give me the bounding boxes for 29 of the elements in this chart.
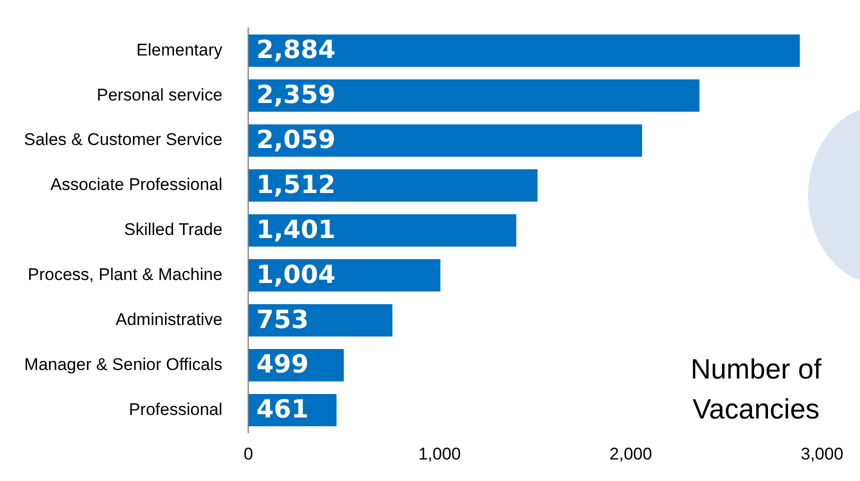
data-label: 1,512 <box>256 170 336 199</box>
y-tick-label: Professional <box>128 400 222 419</box>
bar <box>248 304 392 336</box>
y-tick-label: Sales & Customer Service <box>24 130 222 150</box>
bar <box>248 124 642 157</box>
x-tick-label: 3,000 <box>800 444 844 464</box>
data-label: 1,004 <box>256 260 336 289</box>
data-label: 1,401 <box>256 214 336 244</box>
y-tick-label: Personal service <box>96 85 222 104</box>
bar <box>248 34 800 67</box>
y-tick-label: Associate Professional <box>50 175 222 194</box>
y-tick-label: Manager & Senior Officals <box>24 354 222 374</box>
y-tick-label: Skilled Trade <box>124 220 222 240</box>
bar <box>248 214 516 247</box>
bar <box>248 169 538 202</box>
data-label: 2,359 <box>256 80 336 110</box>
data-label: 461 <box>256 394 309 424</box>
x-tick-label: 1,000 <box>418 444 461 464</box>
x-tick-label: 0 <box>244 444 254 464</box>
y-tick-label: Process, Plant & Machine <box>28 265 222 284</box>
bar <box>248 79 700 112</box>
data-label: 499 <box>256 350 309 379</box>
x-axis-title: Number of Vacancies <box>690 353 822 424</box>
data-label: 2,059 <box>256 125 336 154</box>
x-tick-label: 2,000 <box>610 444 652 464</box>
y-tick-label: Administrative <box>116 310 222 329</box>
y-tick-label: Elementary <box>136 40 223 60</box>
data-label: 753 <box>256 304 309 334</box>
data-label: 2,884 <box>256 35 336 64</box>
